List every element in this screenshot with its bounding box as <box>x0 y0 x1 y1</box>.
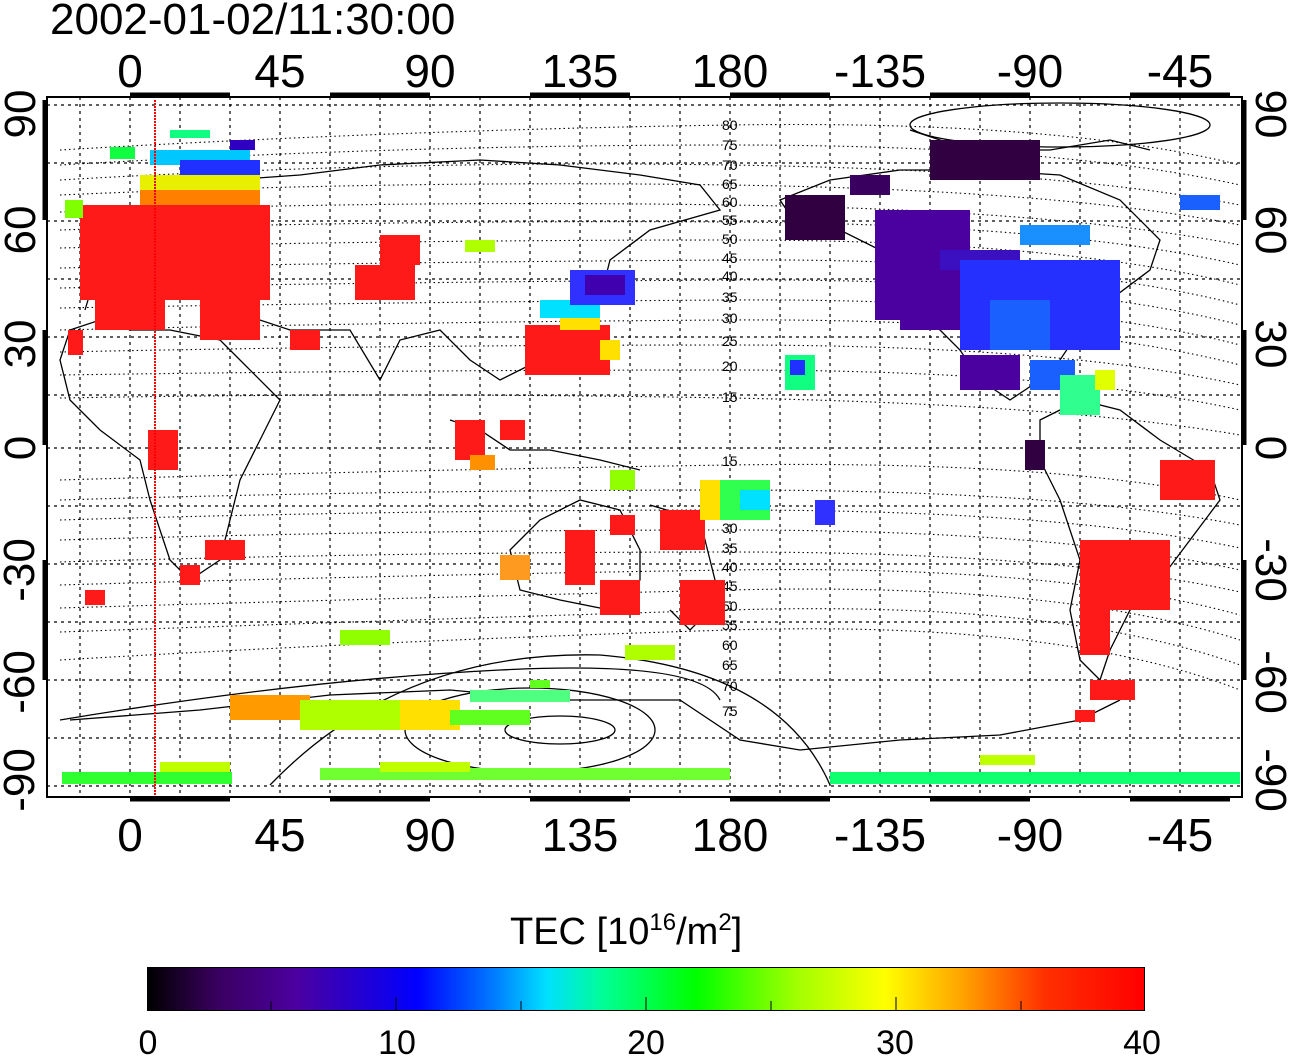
tec-colorbar <box>147 967 1145 1011</box>
colorbar-tick: 20 <box>627 1024 665 1062</box>
lon-label-top: 0 <box>117 45 143 97</box>
lon-label-top: -90 <box>996 45 1064 97</box>
contour-label: 70 <box>722 678 738 694</box>
colorbar-title-exponent: 16 <box>649 909 677 936</box>
lon-label-top: -135 <box>833 45 927 97</box>
lon-label-bottom: 0 <box>117 809 143 861</box>
contour-label: 45 <box>722 250 738 266</box>
contour-label: 55 <box>722 212 738 228</box>
lon-label-bottom: 135 <box>541 809 619 861</box>
contour-label: 60 <box>722 637 738 653</box>
lon-label-bottom: -90 <box>996 809 1064 861</box>
contour-label: 15 <box>722 453 738 469</box>
contour-label: 40 <box>722 268 738 284</box>
contour-label: 70 <box>722 157 738 173</box>
contour-label: 35 <box>722 289 738 305</box>
lon-label-bottom: -135 <box>833 809 927 861</box>
lon-label-bottom: 180 <box>691 809 769 861</box>
map-timestamp: 2002-01-02/11:30:00 <box>50 0 456 44</box>
colorbar-title: TEC [1016/m2] <box>510 909 743 953</box>
contour-label: 80 <box>722 117 738 133</box>
contour-label: 40 <box>722 559 738 575</box>
contour-label: 30 <box>722 520 738 536</box>
tec-data-pixels <box>62 130 1240 784</box>
lon-label-bottom: 45 <box>254 809 306 861</box>
contour-label: 50 <box>722 231 738 247</box>
contour-label: 30 <box>722 310 738 326</box>
lon-label-bottom: -45 <box>1146 809 1214 861</box>
colorbar-tick: 40 <box>1123 1024 1161 1062</box>
tec-map: 80 75 70 65 60 55 50 45 40 35 30 25 20 1… <box>42 92 1247 802</box>
contour-label: 50 <box>722 598 738 614</box>
contour-label: 15 <box>722 389 738 405</box>
colorbar-title-exponent-2: 2 <box>718 909 732 936</box>
contour-label: 65 <box>722 176 738 192</box>
contour-label: 65 <box>722 657 738 673</box>
colorbar-title-text: TEC [10 <box>510 911 650 953</box>
lon-label-bottom: 90 <box>404 809 456 861</box>
contour-label: 75 <box>722 703 738 719</box>
contour-label: 45 <box>722 578 738 594</box>
contour-labels: 80 75 70 65 60 55 50 45 40 35 30 25 20 1… <box>722 117 738 719</box>
lon-label-top: 45 <box>254 45 306 97</box>
lon-label-top: -45 <box>1146 45 1214 97</box>
contour-label: 35 <box>722 540 738 556</box>
contour-label: 60 <box>722 194 738 210</box>
contour-label: 55 <box>722 617 738 633</box>
contour-label: 20 <box>722 358 738 374</box>
contour-label: 25 <box>722 333 738 349</box>
colorbar-title-close: ] <box>731 911 743 953</box>
contour-label: 75 <box>722 137 738 153</box>
colorbar-tick: 30 <box>876 1024 914 1062</box>
colorbar-title-unit: /m <box>676 911 719 953</box>
lon-label-top: 180 <box>691 45 769 97</box>
lon-label-top: 135 <box>541 45 619 97</box>
frame-border-ticks <box>42 92 1247 802</box>
colorbar-minor-ticks <box>270 997 1022 1010</box>
lon-label-top: 90 <box>404 45 456 97</box>
colorbar-tick: 10 <box>378 1024 416 1062</box>
colorbar-tick: 0 <box>138 1024 158 1062</box>
